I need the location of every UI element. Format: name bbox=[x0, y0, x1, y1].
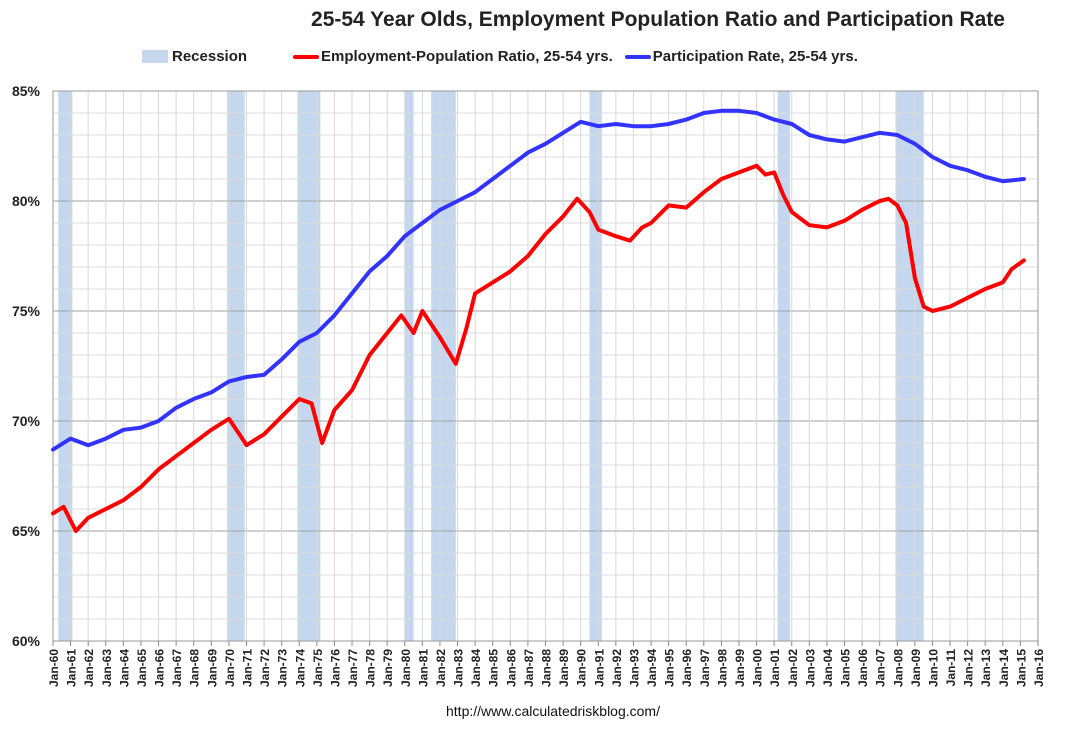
x-tick-label: Jan-04 bbox=[821, 649, 835, 687]
x-tick-label: Jan-73 bbox=[276, 649, 290, 687]
x-tick-label: Jan-65 bbox=[135, 649, 149, 687]
legend-item-participation: Participation Rate, 25-54 yrs. bbox=[624, 48, 858, 65]
legend: Recession Employment-Population Ratio, 2… bbox=[142, 48, 864, 65]
x-tick-label: Jan-98 bbox=[715, 649, 729, 687]
x-tick-label: Jan-12 bbox=[962, 649, 976, 687]
x-tick-label: Jan-84 bbox=[469, 649, 483, 687]
x-tick-label: Jan-03 bbox=[803, 649, 817, 687]
source-url: http://www.calculatedriskblog.com/ bbox=[446, 703, 660, 719]
x-tick-label: Jan-08 bbox=[891, 649, 905, 687]
x-tick-label: Jan-11 bbox=[944, 649, 958, 687]
x-tick-label: Jan-82 bbox=[434, 649, 448, 687]
x-tick-label: Jan-02 bbox=[786, 649, 800, 687]
x-tick-label: Jan-85 bbox=[487, 649, 501, 687]
x-tick-label: Jan-79 bbox=[381, 649, 395, 687]
x-tick-label: Jan-89 bbox=[557, 649, 571, 687]
legend-item-recession: Recession bbox=[142, 48, 247, 65]
x-tick-label: Jan-06 bbox=[856, 649, 870, 687]
recession-band bbox=[227, 91, 245, 641]
recession-band bbox=[589, 91, 602, 641]
x-tick-label: Jan-86 bbox=[504, 649, 518, 687]
y-tick-label: 75% bbox=[12, 303, 41, 319]
x-tick-label: Jan-60 bbox=[47, 649, 61, 687]
x-tick-label: Jan-67 bbox=[170, 649, 184, 687]
x-tick-label: Jan-62 bbox=[82, 649, 96, 687]
x-tick-label: Jan-78 bbox=[364, 649, 378, 687]
x-tick-label: Jan-88 bbox=[540, 649, 554, 687]
x-tick-label: Jan-92 bbox=[610, 649, 624, 687]
x-tick-label: Jan-96 bbox=[680, 649, 694, 687]
x-tick-label: Jan-66 bbox=[153, 649, 167, 687]
legend-label-recession: Recession bbox=[172, 48, 248, 65]
x-tick-label: Jan-77 bbox=[346, 649, 360, 687]
legend-swatch-recession bbox=[142, 50, 168, 63]
x-tick-label: Jan-14 bbox=[997, 649, 1011, 687]
recession-band bbox=[895, 91, 924, 641]
chart-title: 25-54 Year Olds, Employment Population R… bbox=[311, 8, 1005, 31]
x-tick-label: Jan-95 bbox=[663, 649, 677, 687]
x-tick-label: Jan-87 bbox=[522, 649, 536, 687]
x-tick-label: Jan-91 bbox=[592, 649, 606, 687]
recession-band bbox=[297, 91, 321, 641]
x-tick-label: Jan-90 bbox=[575, 649, 589, 687]
x-tick-label: Jan-72 bbox=[258, 649, 272, 687]
x-tick-label: Jan-68 bbox=[188, 649, 202, 687]
x-tick-label: Jan-00 bbox=[751, 649, 765, 687]
y-tick-label: 80% bbox=[12, 193, 41, 209]
y-tick-label: 85% bbox=[12, 83, 41, 99]
y-tick-label: 65% bbox=[12, 523, 41, 539]
plot-border bbox=[52, 90, 1039, 642]
x-tick-label: Jan-15 bbox=[1014, 649, 1028, 687]
x-tick-label: Jan-74 bbox=[293, 649, 307, 687]
x-tick-label: Jan-76 bbox=[328, 649, 342, 687]
legend-item-employment: Employment-Population Ratio, 25-54 yrs. bbox=[293, 48, 613, 65]
x-tick-label: Jan-93 bbox=[627, 649, 641, 687]
x-tick-label: Jan-61 bbox=[65, 649, 79, 687]
series-employment-population-line bbox=[51, 163, 1026, 533]
recession-band bbox=[58, 91, 73, 641]
series-participation-line bbox=[51, 108, 1026, 452]
x-tick-label: Jan-83 bbox=[452, 649, 466, 687]
x-tick-label: Jan-10 bbox=[926, 649, 940, 687]
x-tick-label: Jan-99 bbox=[733, 649, 747, 687]
recession-band bbox=[404, 91, 414, 641]
x-tick-label: Jan-01 bbox=[768, 649, 782, 687]
x-tick-label: Jan-81 bbox=[416, 649, 430, 687]
x-tick-label: Jan-16 bbox=[1032, 649, 1046, 687]
legend-label-participation: Participation Rate, 25-54 yrs. bbox=[652, 48, 858, 65]
legend-swatch-participation bbox=[624, 54, 651, 59]
x-tick-label: Jan-69 bbox=[205, 649, 219, 687]
x-tick-label: Jan-97 bbox=[698, 649, 712, 687]
x-tick-label: Jan-64 bbox=[117, 649, 131, 687]
recession-band bbox=[777, 91, 790, 641]
y-tick-label: 70% bbox=[12, 413, 41, 429]
recession-band bbox=[431, 91, 456, 641]
x-tick-label: Jan-71 bbox=[240, 649, 254, 687]
x-tick-label: Jan-75 bbox=[311, 649, 325, 687]
legend-label-employment: Employment-Population Ratio, 25-54 yrs. bbox=[321, 48, 613, 65]
x-tick-label: Jan-07 bbox=[874, 649, 888, 687]
x-tick-label: Jan-09 bbox=[909, 649, 923, 687]
x-tick-label: Jan-80 bbox=[399, 649, 413, 687]
y-tick-label: 60% bbox=[12, 633, 41, 649]
x-tick-label: Jan-05 bbox=[839, 649, 853, 687]
legend-swatch-employment bbox=[293, 54, 320, 59]
x-tick-label: Jan-63 bbox=[100, 649, 114, 687]
x-tick-label: Jan-94 bbox=[645, 649, 659, 687]
x-tick-label: Jan-70 bbox=[223, 649, 237, 687]
x-tick-label: Jan-13 bbox=[979, 649, 993, 687]
